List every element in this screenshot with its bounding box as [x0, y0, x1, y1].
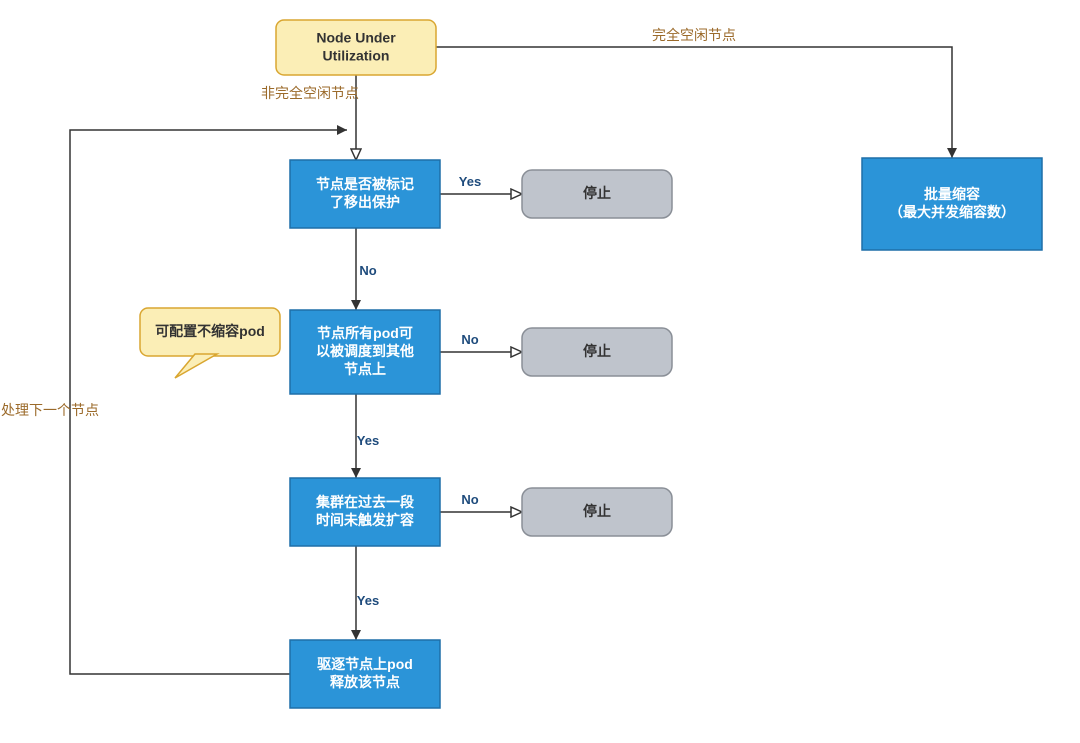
- edge-label-d1-stop1: Yes: [459, 174, 481, 189]
- edge-start-right: [436, 47, 952, 158]
- edge-label-start-right: 完全空闲节点: [652, 27, 736, 43]
- edge-label-d2-stop2: No: [461, 332, 478, 347]
- edge-label-d3-stop3: No: [461, 492, 478, 507]
- edge-label-d2-d3: Yes: [357, 433, 379, 448]
- edge-label-start-down: 非完全空闲节点: [261, 85, 359, 101]
- edge-label-d1-d2: No: [359, 263, 376, 278]
- node-stop2-label: 停止: [583, 343, 611, 359]
- node-stop1-label: 停止: [583, 185, 611, 201]
- node-note-tail: [175, 354, 217, 378]
- node-stop3-label: 停止: [583, 503, 611, 519]
- edge-label-d3-d4: Yes: [357, 593, 379, 608]
- flowchart-canvas: Node UnderUtilization节点是否被标记了移出保护节点所有pod…: [0, 0, 1080, 743]
- edge-label-loop: 处理下一个节点: [1, 402, 99, 418]
- node-note-label: 可配置不缩容pod: [155, 323, 265, 339]
